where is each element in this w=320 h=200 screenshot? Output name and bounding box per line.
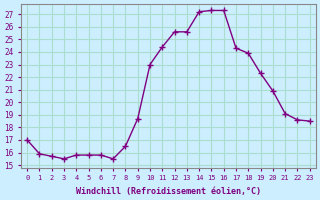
X-axis label: Windchill (Refroidissement éolien,°C): Windchill (Refroidissement éolien,°C) (76, 187, 261, 196)
